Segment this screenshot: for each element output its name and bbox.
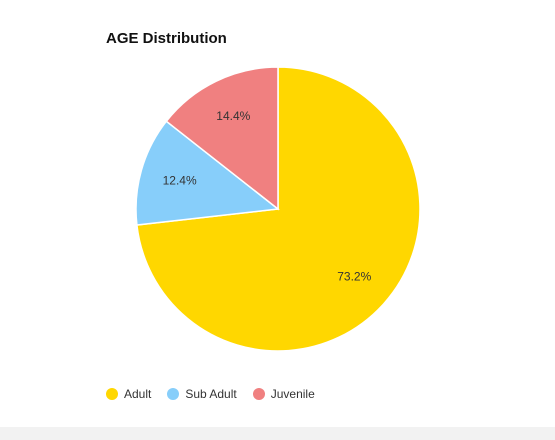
- legend: Adult Sub Adult Juvenile: [106, 387, 331, 401]
- legend-swatch-sub-adult: [167, 388, 180, 400]
- slice-label-juvenile: 14.4%: [216, 109, 250, 123]
- legend-item-juvenile[interactable]: Juvenile: [252, 387, 315, 401]
- slice-label-sub-adult: 12.4%: [163, 173, 197, 187]
- legend-item-adult[interactable]: Adult: [106, 387, 151, 401]
- slice-label-adult: 73.2%: [337, 269, 371, 283]
- legend-swatch-adult: [106, 388, 118, 400]
- pie-chart: 73.2% 12.4% 14.4%: [135, 66, 421, 352]
- legend-label-juvenile: Juvenile: [270, 387, 315, 401]
- pie-slice-juvenile[interactable]: [165, 66, 279, 211]
- footer-band: [0, 427, 555, 440]
- legend-label-adult: Adult: [124, 387, 152, 401]
- chart-title: AGE Distribution: [106, 30, 227, 47]
- legend-item-sub-adult[interactable]: Sub Adult: [167, 387, 237, 401]
- legend-label-sub-adult: Sub Adult: [185, 387, 237, 401]
- legend-swatch-juvenile: [252, 388, 265, 400]
- pie-slice-sub-adult[interactable]: [135, 120, 280, 226]
